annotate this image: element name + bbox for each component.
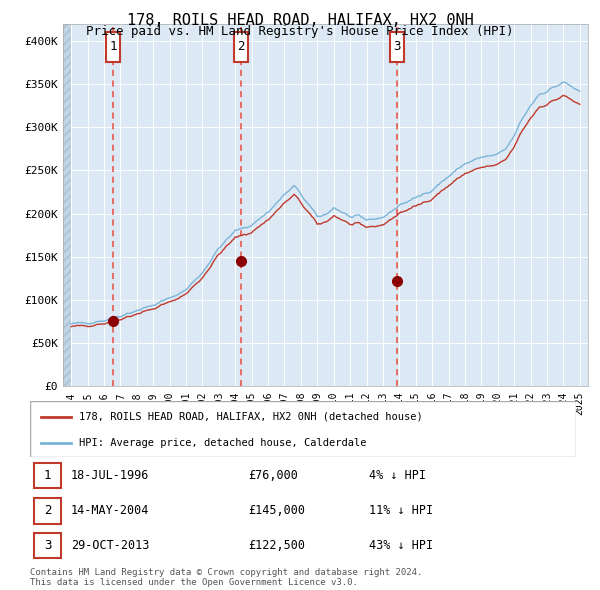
Text: 4% ↓ HPI: 4% ↓ HPI [368,468,425,481]
Text: 29-OCT-2013: 29-OCT-2013 [71,539,149,552]
Text: 178, ROILS HEAD ROAD, HALIFAX, HX2 0NH (detached house): 178, ROILS HEAD ROAD, HALIFAX, HX2 0NH (… [79,412,423,422]
Text: 14-MAY-2004: 14-MAY-2004 [71,504,149,517]
FancyBboxPatch shape [106,32,120,61]
Text: £145,000: £145,000 [248,504,305,517]
Text: 11% ↓ HPI: 11% ↓ HPI [368,504,433,517]
Text: £76,000: £76,000 [248,468,298,481]
Text: Contains HM Land Registry data © Crown copyright and database right 2024.
This d: Contains HM Land Registry data © Crown c… [30,568,422,587]
Bar [63,24,71,386]
FancyBboxPatch shape [34,463,61,488]
FancyBboxPatch shape [30,401,576,457]
Text: 18-JUL-1996: 18-JUL-1996 [71,468,149,481]
Text: 3: 3 [393,41,400,54]
Text: 1: 1 [44,468,51,481]
FancyBboxPatch shape [34,499,61,523]
Text: 1: 1 [109,41,116,54]
Text: 43% ↓ HPI: 43% ↓ HPI [368,539,433,552]
FancyBboxPatch shape [34,533,61,558]
Text: HPI: Average price, detached house, Calderdale: HPI: Average price, detached house, Cald… [79,438,367,448]
FancyBboxPatch shape [389,32,404,61]
Text: £122,500: £122,500 [248,539,305,552]
Text: 178, ROILS HEAD ROAD, HALIFAX, HX2 0NH: 178, ROILS HEAD ROAD, HALIFAX, HX2 0NH [127,13,473,28]
Text: 2: 2 [44,504,51,517]
Text: Price paid vs. HM Land Registry's House Price Index (HPI): Price paid vs. HM Land Registry's House … [86,25,514,38]
Text: 2: 2 [238,41,245,54]
FancyBboxPatch shape [235,32,248,61]
Text: 3: 3 [44,539,51,552]
